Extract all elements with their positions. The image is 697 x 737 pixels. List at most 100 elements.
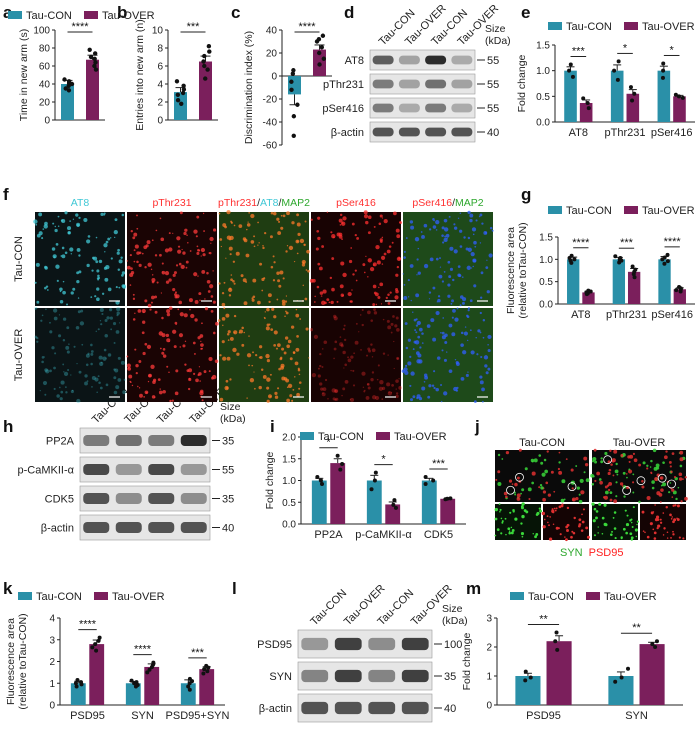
micrograph-dot <box>242 278 247 283</box>
micrograph-dot <box>238 329 243 334</box>
micrograph-dot <box>245 281 248 283</box>
sig-label: **** <box>664 236 682 248</box>
data-point <box>338 467 343 472</box>
micrograph-dot <box>266 386 270 390</box>
kda-label: 35 <box>444 671 456 683</box>
micrograph-dot <box>54 225 57 228</box>
micrograph-dot <box>391 383 394 387</box>
micrograph-dot <box>394 295 399 300</box>
blot-band <box>398 79 420 89</box>
micrograph-dot <box>499 511 501 513</box>
micrograph-dot <box>566 528 569 532</box>
micrograph-dot <box>226 333 230 336</box>
micrograph-dot <box>412 311 414 313</box>
micrograph-dot <box>172 329 177 334</box>
micrograph-dot <box>598 478 602 481</box>
bar-PSD95+SYN-Tau-OVER <box>199 669 215 705</box>
micrograph-dot <box>336 300 339 303</box>
micrograph-dot <box>373 308 376 311</box>
micrograph-dot <box>212 270 214 272</box>
data-point <box>181 83 186 89</box>
data-point <box>673 92 678 97</box>
micrograph-dot <box>461 301 465 305</box>
micrograph-dot <box>296 213 299 217</box>
micrograph-dot <box>625 531 628 535</box>
micrograph-dot <box>575 497 579 501</box>
micrograph-dot <box>672 533 675 536</box>
micrograph-dot <box>447 260 451 264</box>
micrograph-dot <box>338 218 343 223</box>
micrograph-dot <box>347 358 352 363</box>
bar-pSer416-Tau-CON <box>657 70 671 122</box>
micrograph-dot <box>218 212 221 215</box>
data-point <box>202 63 207 69</box>
micrograph-dot <box>297 368 301 372</box>
micrograph-dot <box>76 362 78 365</box>
micrograph-dot <box>472 265 474 268</box>
micrograph-dot <box>504 517 507 520</box>
micrograph-dot <box>322 392 324 395</box>
data-point <box>674 288 679 293</box>
micrograph-dot <box>252 278 257 283</box>
micrograph-dot <box>317 236 321 241</box>
data-point <box>180 90 186 96</box>
micrograph-dot <box>209 236 214 242</box>
micrograph-dot <box>626 514 629 517</box>
micrograph-dot <box>283 377 288 381</box>
micrograph-dot <box>440 331 442 334</box>
micrograph-dot <box>443 271 446 273</box>
micrograph-dot <box>553 490 556 493</box>
sig-label: * <box>326 437 331 449</box>
micrograph-dot <box>591 483 594 486</box>
micrograph-dot <box>223 281 226 284</box>
micrograph-dot <box>269 395 272 398</box>
micrograph-dot <box>456 386 459 389</box>
micrograph-dot <box>375 244 380 250</box>
micrograph-dot <box>199 380 201 382</box>
micrograph-dot <box>521 514 525 519</box>
micrograph-dot <box>635 535 638 538</box>
sig-label: * <box>670 44 675 56</box>
sig-label: **** <box>79 619 97 631</box>
micrograph-dot <box>344 380 349 384</box>
micrograph-dot <box>189 250 192 252</box>
micrograph-dot <box>162 354 167 358</box>
data-point <box>203 76 208 81</box>
micrograph-dot <box>221 302 226 307</box>
size-label-line: Size <box>442 603 463 615</box>
micrograph-dot <box>684 496 688 501</box>
micrograph-dot <box>369 266 375 272</box>
micrograph-dot <box>417 271 421 275</box>
micrograph-dot <box>105 357 107 359</box>
micrograph-dot <box>469 329 472 332</box>
micrograph-dot <box>441 234 444 237</box>
micrograph-dot <box>593 448 597 452</box>
micrograph-dot <box>318 266 323 271</box>
micrograph-panel-f: AT8 pThr231 pThr231/AT8/MAP2 pSer416 pSer416… <box>13 197 494 404</box>
sig-label: **** <box>71 21 89 33</box>
micrograph-dot <box>417 247 420 250</box>
micrograph-dot <box>551 508 554 511</box>
micrograph-dot <box>655 463 660 468</box>
micrograph-dot <box>340 293 344 297</box>
micrograph-dot <box>377 296 381 300</box>
bar-PSD95-Tau-OVER <box>89 644 105 705</box>
micrograph-dot <box>97 328 100 331</box>
micrograph-dot <box>59 287 63 292</box>
column-header: pThr231 <box>152 197 191 209</box>
micrograph-dot <box>609 449 612 452</box>
micrograph-dot <box>429 228 432 231</box>
bar-AT8-Tau-OVER <box>582 292 595 304</box>
micrograph-dot <box>608 468 612 472</box>
y-tick-label: 8 <box>157 44 163 55</box>
micrograph-dot <box>45 369 50 374</box>
micrograph-dot <box>481 387 485 392</box>
micrograph-dot <box>285 295 288 297</box>
micrograph-dot <box>116 251 120 255</box>
data-point <box>662 255 667 260</box>
micrograph-dot <box>130 271 135 275</box>
micrograph-dot <box>538 507 541 510</box>
micrograph-image <box>35 308 125 402</box>
micrograph-dot <box>453 226 458 230</box>
y-axis-label-line: Fold change <box>516 54 528 112</box>
